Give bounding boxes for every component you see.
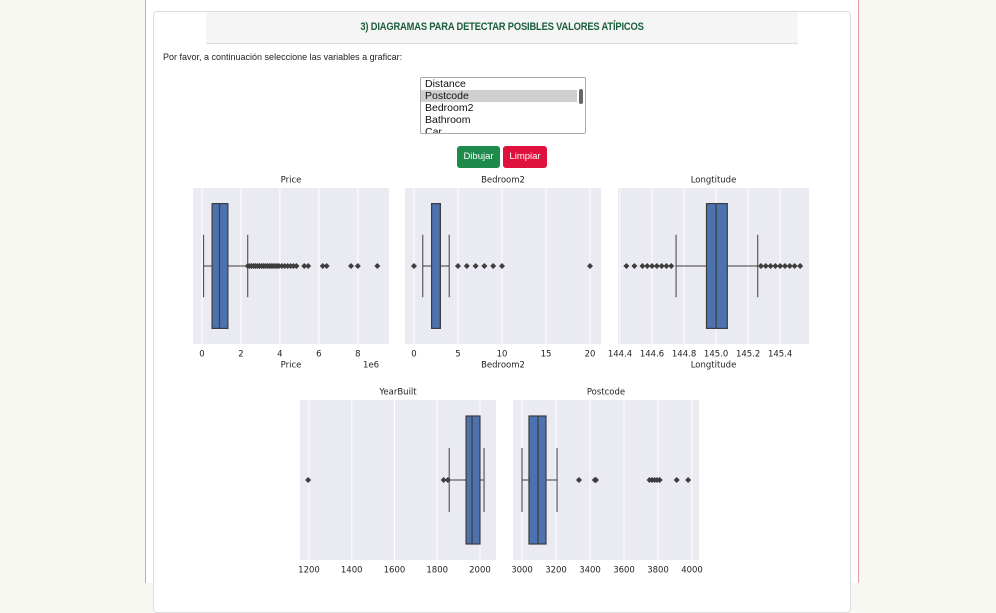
- outlier: [305, 263, 312, 269]
- chart-title: Postcode: [587, 388, 625, 398]
- x-tick-label: 145.2: [736, 350, 760, 360]
- x-tick-label: 1600: [384, 566, 406, 576]
- x-tick-label: 20: [585, 350, 596, 360]
- box: [465, 415, 481, 545]
- outlier: [498, 263, 505, 269]
- outlier: [623, 263, 630, 269]
- outlier: [631, 263, 638, 269]
- chart-title: Price: [281, 176, 302, 186]
- outlier: [673, 477, 680, 483]
- outlier: [762, 263, 769, 269]
- x-tick-label: 4: [277, 350, 282, 360]
- outlier: [323, 263, 330, 269]
- variable-select[interactable]: Distance Postcode Bedroom2 Bathroom Car: [420, 77, 586, 134]
- select-option[interactable]: Postcode: [421, 90, 577, 102]
- page: 3) DIAGRAMAS PARA DETECTAR POSIBLES VALO…: [145, 0, 859, 613]
- chart-title: YearBuilt: [378, 388, 417, 398]
- outlier: [490, 263, 497, 269]
- x-tick-label: 8: [355, 350, 360, 360]
- outlier: [639, 263, 646, 269]
- x-tick-label: 3000: [511, 566, 533, 576]
- x-axis-label: Bedroom2: [481, 361, 525, 371]
- select-option[interactable]: Bedroom2: [425, 102, 474, 114]
- outlier: [592, 477, 599, 483]
- outlier: [668, 263, 675, 269]
- outlier: [772, 263, 779, 269]
- outlier: [797, 263, 804, 269]
- outlier: [319, 263, 326, 269]
- x-tick-label: 4000: [681, 566, 703, 576]
- outlier: [348, 263, 355, 269]
- outlier: [444, 477, 451, 483]
- x-tick-label: 2: [238, 350, 243, 360]
- outlier: [791, 263, 798, 269]
- draw-button[interactable]: Dibujar: [457, 146, 500, 168]
- x-tick-label: 144.8: [672, 350, 696, 360]
- x-tick-label: 145.0: [704, 350, 728, 360]
- select-option[interactable]: Car: [425, 126, 442, 134]
- x-tick-label: 10: [497, 350, 508, 360]
- chart-title: Longtitude: [691, 176, 737, 186]
- x-tick-label: 3800: [647, 566, 669, 576]
- outlier: [301, 263, 308, 269]
- x-tick-label: 6: [316, 350, 321, 360]
- x-tick-label: 1200: [298, 566, 320, 576]
- outlier: [685, 477, 692, 483]
- x-tick-label: 5: [455, 350, 460, 360]
- outlier: [586, 263, 593, 269]
- x-tick-label: 3200: [545, 566, 567, 576]
- scrollbar[interactable]: [579, 89, 583, 104]
- panel-title: 3) DIAGRAMAS PARA DETECTAR POSIBLES VALO…: [206, 12, 798, 44]
- outlier: [410, 263, 417, 269]
- outlier: [463, 263, 470, 269]
- outlier: [440, 477, 447, 483]
- chart-title: Bedroom2: [481, 176, 525, 186]
- x-tick-label: 144.4: [608, 350, 632, 360]
- x-tick-label: 145.4: [768, 350, 792, 360]
- x-tick-label: 15: [541, 350, 552, 360]
- outlier: [781, 263, 788, 269]
- outlier: [644, 263, 651, 269]
- outlier: [653, 263, 660, 269]
- x-tick-label: 3600: [613, 566, 635, 576]
- charts: Price 0 2 4 6 8 Price 1e6 Bedroom2 0 5 10 15 20 Bedroo…: [193, 176, 809, 576]
- outlier: [454, 263, 461, 269]
- select-option[interactable]: Bathroom: [425, 114, 471, 126]
- outlier: [777, 263, 784, 269]
- x-tick-label: 3400: [579, 566, 601, 576]
- outlier: [786, 263, 793, 269]
- outlier: [293, 263, 300, 269]
- x-tick-label: 1800: [426, 566, 448, 576]
- box: [430, 203, 441, 330]
- outlier: [757, 263, 764, 269]
- select-option[interactable]: Distance: [425, 78, 466, 90]
- x-tick-label: 0: [199, 350, 204, 360]
- outlier: [481, 263, 488, 269]
- outlier: [472, 263, 479, 269]
- outlier: [663, 263, 670, 269]
- axis-offset: 1e6: [363, 361, 379, 371]
- x-axis-label: Longtitude: [691, 361, 737, 371]
- outlier: [658, 263, 665, 269]
- x-tick-label: 144.6: [640, 350, 664, 360]
- instructions: Por favor, a continuación seleccione las…: [163, 52, 403, 62]
- box: [705, 203, 728, 330]
- x-axis-label: Price: [281, 361, 302, 371]
- outlier: [575, 477, 582, 483]
- outlier: [305, 477, 312, 483]
- clear-button[interactable]: Limpiar: [503, 146, 547, 168]
- outlier: [656, 477, 663, 483]
- x-tick-label: 2000: [469, 566, 491, 576]
- x-tick-label: 0: [411, 350, 416, 360]
- outlier: [649, 263, 656, 269]
- outlier: [354, 263, 361, 269]
- outlier: [767, 263, 774, 269]
- x-tick-label: 1400: [341, 566, 363, 576]
- outlier: [374, 263, 381, 269]
